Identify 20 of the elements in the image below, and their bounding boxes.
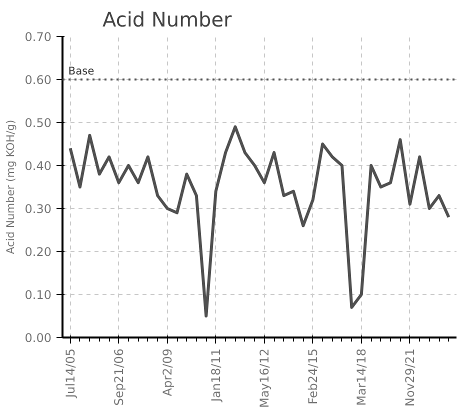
x-tick-label: Apr2/09 (160, 348, 174, 396)
y-tick-label: 0.50 (24, 116, 52, 130)
x-tick-label: Sep21/06 (112, 348, 126, 406)
y-axis-title: Acid Number (mg KOH/g) (4, 120, 17, 254)
ref-line-label: Base (68, 64, 94, 78)
y-tick-label: 0.30 (24, 202, 52, 216)
x-tick-label: Nov29/21 (402, 348, 417, 406)
x-tick-label: Feb24/15 (306, 348, 320, 404)
y-tick-label: 0.20 (24, 245, 52, 259)
x-tick-label: Jan18/11 (208, 348, 223, 403)
x-tick-label: May16/12 (257, 348, 272, 408)
y-tick-label: 0.40 (24, 159, 52, 173)
y-tick-label: 0.60 (24, 73, 52, 87)
y-tick-label: 0.70 (24, 30, 52, 44)
x-tick-label: Jul14/05 (63, 348, 78, 399)
x-tick-label: Mar14/18 (354, 348, 368, 406)
line-series (68, 125, 450, 318)
y-tick-label: 0.10 (24, 288, 52, 302)
y-tick-label: 0.00 (24, 331, 52, 345)
chart-title: Acid Number (102, 8, 233, 32)
